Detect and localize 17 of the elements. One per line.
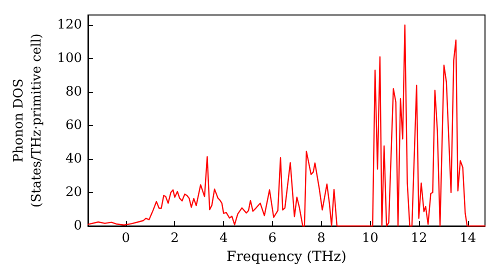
x-axis-title: Frequency (THz) bbox=[226, 249, 347, 265]
y-tick-label: 0 bbox=[74, 218, 82, 234]
y-axis-title: Phonon DOS (States/THz·primitive cell) bbox=[12, 33, 44, 208]
x-tick-label: 8 bbox=[317, 231, 326, 246]
x-tick-label: 6 bbox=[268, 231, 277, 246]
y-tick-label: 100 bbox=[57, 51, 82, 66]
y-tick-label: 60 bbox=[65, 118, 82, 134]
x-tick-label: 10 bbox=[362, 231, 378, 246]
y-tick-label: 40 bbox=[65, 152, 82, 167]
x-tick-label: 4 bbox=[219, 231, 228, 246]
y-tick-label: 120 bbox=[57, 18, 82, 33]
x-tick-label: 14 bbox=[460, 231, 476, 246]
y-tick-label: 20 bbox=[65, 185, 82, 200]
y-tick-label: 80 bbox=[65, 84, 82, 100]
x-tick-label: 12 bbox=[410, 231, 428, 246]
x-tick-label: 2 bbox=[170, 231, 179, 246]
x-tick-label: 0 bbox=[122, 231, 130, 246]
